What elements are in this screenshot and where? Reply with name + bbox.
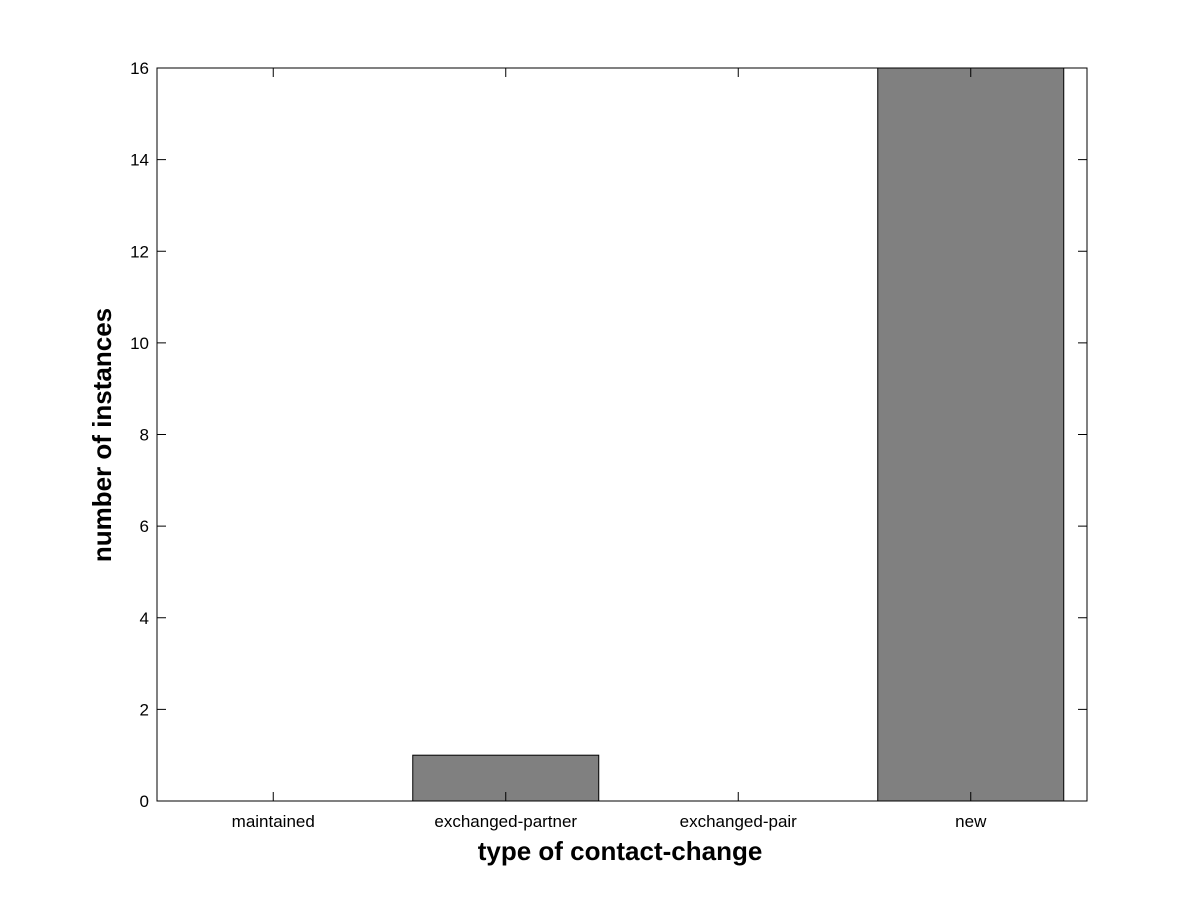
y-tick-label: 2: [140, 700, 149, 719]
bar-new: [877, 67, 1065, 802]
y-tick-label: 16: [130, 59, 149, 78]
x-axis-label: type of contact-change: [478, 836, 763, 866]
y-tick-label: 12: [130, 242, 149, 261]
x-tick-label: exchanged-pair: [680, 812, 798, 831]
y-tick-label: 0: [140, 792, 149, 811]
y-tick-label: 10: [130, 334, 149, 353]
y-tick-label: 6: [140, 517, 149, 536]
y-tick-label: 14: [130, 151, 149, 170]
y-tick-label: 4: [140, 609, 149, 628]
x-tick-label: new: [955, 812, 987, 831]
y-axis-label: number of instances: [87, 308, 117, 562]
y-tick-label: 8: [140, 426, 149, 445]
axes-box: [156, 67, 1088, 802]
x-tick-label: maintained: [232, 812, 315, 831]
x-tick-label: exchanged-partner: [434, 812, 577, 831]
